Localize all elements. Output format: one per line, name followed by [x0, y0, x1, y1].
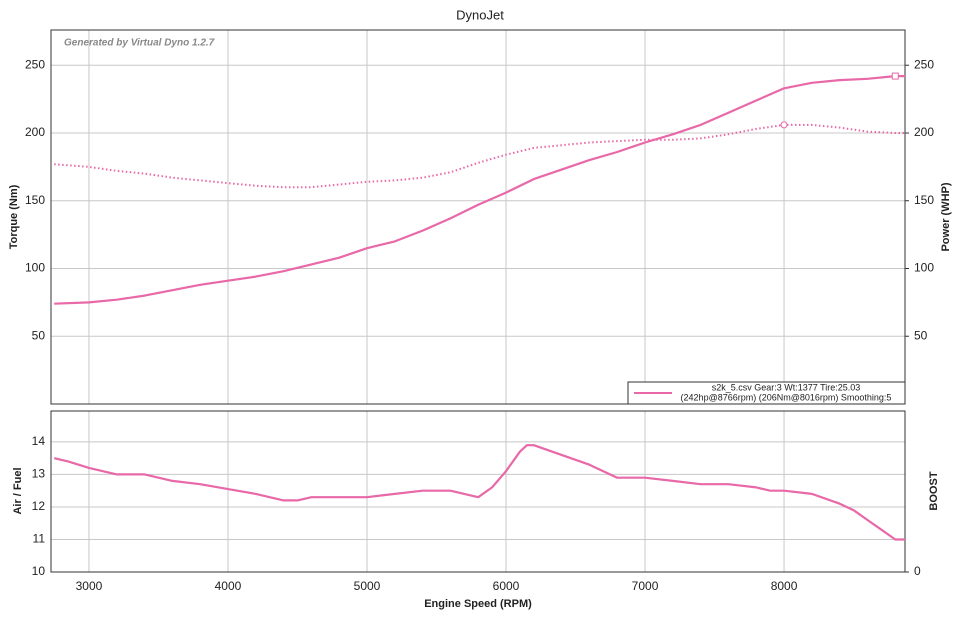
y2-tick-label: 150	[914, 193, 934, 207]
peak-marker	[891, 72, 899, 80]
x-tick-label: 6000	[493, 579, 520, 593]
y-tick-label: 13	[32, 467, 46, 481]
y-tick-label: 100	[25, 261, 45, 275]
legend-text: (242hp@8766rpm) (206Nm@8016rpm) Smoothin…	[681, 392, 892, 402]
y2-tick-label: 100	[914, 261, 934, 275]
x-tick-label: 5000	[354, 579, 381, 593]
x-tick-label: 4000	[215, 579, 242, 593]
y-tick-label: 50	[32, 328, 46, 342]
series-line	[54, 123, 905, 189]
x-axis-label: Engine Speed (RPM)	[424, 598, 532, 610]
series-line	[54, 75, 905, 305]
x-tick-label: 7000	[632, 579, 659, 593]
y2-tick-label: 250	[914, 57, 934, 71]
y-axis-label: Air / Fuel	[12, 467, 24, 514]
y-tick-label: 200	[25, 125, 45, 139]
y-axis-label: Torque (Nm)	[8, 184, 20, 249]
y2-tick-label: 50	[914, 328, 928, 342]
y-tick-label: 14	[32, 434, 46, 448]
y2-tick-label: 200	[914, 125, 934, 139]
plot-frame	[50, 29, 906, 405]
legend-text: s2k_5.csv Gear:3 Wt:1377 Tire:25.03	[712, 382, 861, 392]
y2-tick-label: 0	[914, 564, 921, 578]
y2-axis-label: Power (WHP)	[940, 182, 952, 251]
chart-title: DynoJet	[456, 7, 504, 22]
y-tick-label: 11	[33, 532, 46, 546]
y2-axis-label: BOOST	[928, 471, 940, 510]
legend-box	[627, 381, 906, 405]
y-tick-label: 150	[25, 193, 45, 207]
annotation: Generated by Virtual Dyno 1.2.7	[64, 38, 215, 49]
y-tick-label: 10	[32, 564, 46, 578]
x-tick-label: 3000	[76, 579, 103, 593]
x-tick-label: 8000	[771, 579, 798, 593]
y-tick-label: 12	[32, 499, 46, 513]
y-tick-label: 250	[25, 57, 45, 71]
series-line	[53, 444, 905, 541]
peak-marker	[780, 121, 788, 129]
plot-frame	[50, 410, 906, 573]
